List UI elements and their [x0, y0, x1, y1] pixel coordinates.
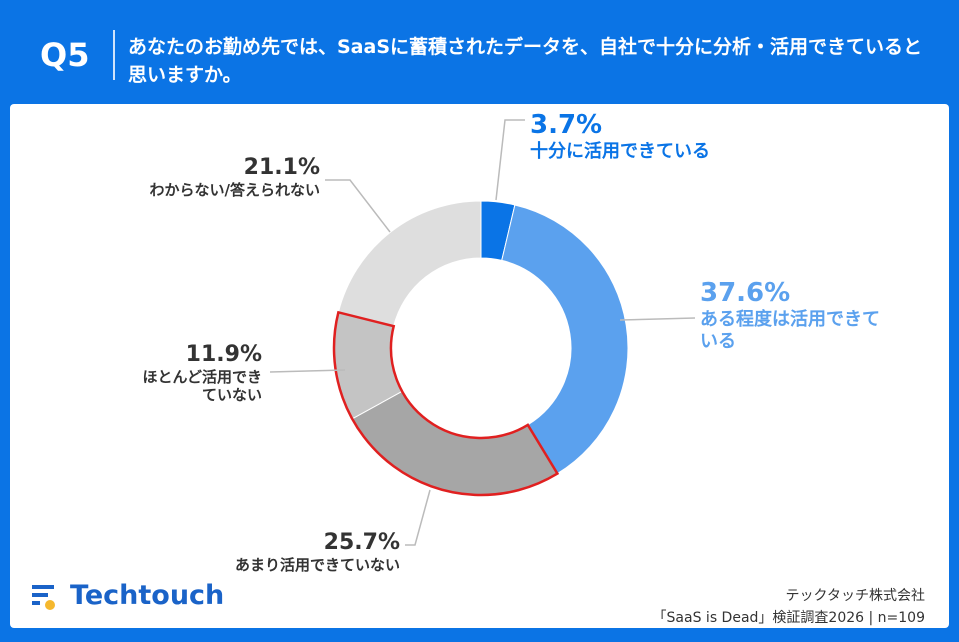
label-slice-0: 3.7% 十分に活用できている [530, 110, 710, 163]
slice-1 [501, 204, 629, 475]
divider [113, 30, 115, 80]
logo-text: Techtouch [70, 580, 225, 611]
highlight-outline [332, 310, 560, 497]
slice-2 [351, 390, 559, 496]
slice-4 [337, 200, 482, 327]
question-text: あなたのお勤め先では、SaaSに蓄積されたデータを、自社で十分に分析・活用できて… [128, 36, 923, 86]
question-number: Q5 [40, 36, 90, 74]
label-slice-2: 25.7% あまり活用できていない [234, 530, 400, 575]
source-note: テックタッチ株式会社 「SaaS is Dead」検証調査2026 | n=10… [653, 585, 925, 629]
leader-line-3 [269, 369, 346, 373]
label-slice-3: 11.9% ほとんど活用できていない [142, 342, 262, 405]
leader-line-4 [325, 179, 391, 233]
label-slice-4: 21.1% わからない/答えられない [149, 155, 320, 200]
chart-panel [10, 104, 949, 628]
leader-line-0 [495, 119, 525, 201]
leader-line-1 [619, 317, 696, 321]
label-slice-1: 37.6% ある程度は活用できている [700, 278, 880, 352]
techtouch-logo: Techtouch [30, 580, 224, 611]
header: Q5 あなたのお勤め先では、SaaSに蓄積されたデータを、自社で十分に分析・活用… [0, 0, 959, 105]
survey-source: 「SaaS is Dead」検証調査2026 | n=109 [652, 610, 925, 626]
company-name: テックタッチ株式会社 [785, 588, 925, 604]
leader-line-2 [405, 489, 431, 546]
logo-icon [32, 584, 55, 610]
